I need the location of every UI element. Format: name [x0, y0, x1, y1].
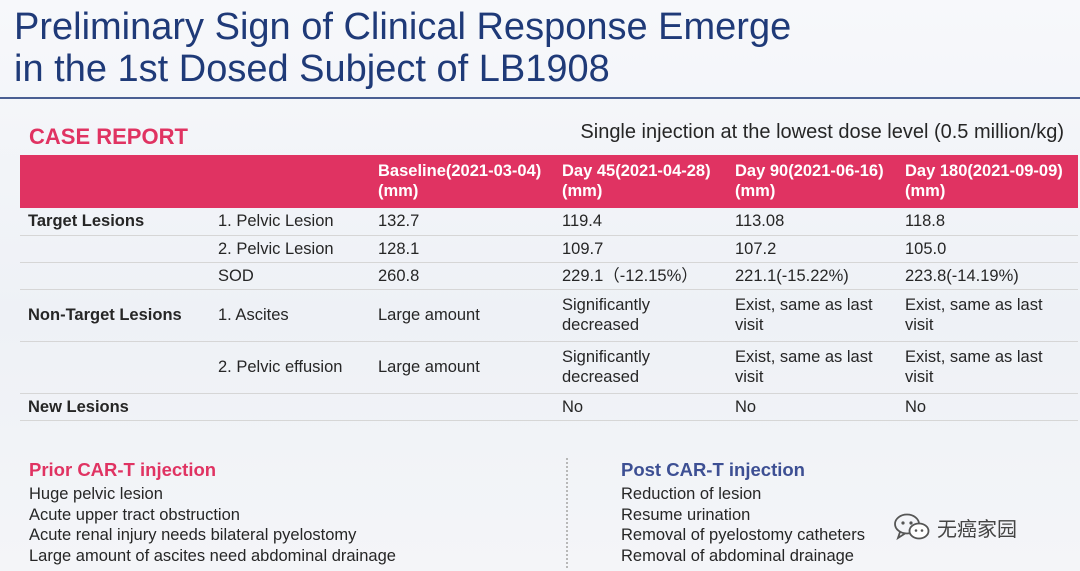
row-item: 1. Pelvic Lesion: [210, 208, 370, 236]
cell-day-90: Exist, same as last visit: [727, 289, 897, 342]
header-group: [20, 155, 210, 208]
slide-title: Preliminary Sign of Clinical Response Em…: [14, 6, 791, 90]
cell-day-180: Exist, same as last visit: [897, 289, 1078, 342]
header-day-90: Day 90(2021-06-16) (mm): [735, 162, 884, 200]
title-divider: [0, 97, 1080, 99]
cell-baseline: 260.8: [370, 262, 554, 290]
cell-baseline: [370, 393, 554, 421]
row-item: SOD: [210, 262, 370, 290]
table-header-row: Baseline(2021-03-04) (mm) Day 45(2021-04-…: [20, 155, 1078, 208]
prior-cart-panel: Prior CAR-T injection Huge pelvic lesion…: [29, 459, 396, 566]
list-item: Huge pelvic lesion: [29, 485, 163, 503]
row-item: 2. Pelvic effusion: [210, 341, 370, 394]
post-cart-panel: Post CAR-T injection Reduction of lesion…: [621, 459, 865, 566]
cell-day-45: No: [554, 393, 727, 421]
table-row: New Lesions No No No: [20, 393, 1078, 421]
list-item: Acute upper tract obstruction: [29, 505, 240, 524]
title-line-2: in the 1st Dosed Subject of LB1908: [14, 48, 610, 90]
list-item: Removal of abdominal drainage: [621, 546, 854, 565]
prior-cart-heading: Prior CAR-T injection: [29, 459, 217, 480]
row-item: [210, 393, 370, 421]
header-day-45: Day 45(2021-04-28) (mm): [562, 162, 711, 200]
row-group: [20, 262, 210, 290]
dose-subtitle: Single injection at the lowest dose leve…: [580, 121, 1064, 143]
row-item: 1. Ascites: [210, 289, 370, 342]
table-row: Target Lesions 1. Pelvic Lesion 132.7 11…: [20, 208, 1078, 236]
cell-day-180: 105.0: [897, 235, 1078, 263]
list-item: Removal of pyelostomy catheters: [621, 526, 865, 544]
header-baseline: Baseline(2021-03-04) (mm): [378, 162, 542, 200]
cell-baseline: Large amount: [370, 341, 554, 394]
row-group: New Lesions: [20, 393, 210, 421]
cell-day-45: 119.4: [554, 208, 727, 236]
cell-day-180: 223.8(-14.19%): [897, 262, 1078, 290]
list-item: Reduction of lesion: [621, 485, 762, 503]
table-row: 2. Pelvic Lesion 128.1 109.7 107.2 105.0: [20, 235, 1078, 263]
lesion-table: Baseline(2021-03-04) (mm) Day 45(2021-04-…: [20, 155, 1078, 421]
row-group: Target Lesions: [20, 208, 210, 236]
post-cart-list: Reduction of lesion Resume urination Rem…: [621, 484, 865, 566]
cell-day-180: Exist, same as last visit: [897, 341, 1078, 394]
cell-day-45: 109.7: [554, 235, 727, 263]
cell-baseline: 128.1: [370, 235, 554, 263]
row-group: [20, 235, 210, 263]
list-item: Acute renal injury needs bilateral pyelo…: [29, 526, 357, 544]
cell-day-45: 229.1（-12.15%）: [554, 262, 727, 290]
table-row: SOD 260.8 229.1（-12.15%） 221.1(-15.22%) …: [20, 262, 1078, 290]
table-row: 2. Pelvic effusion Large amount Signific…: [20, 341, 1078, 394]
title-line-1: Preliminary Sign of Clinical Response Em…: [14, 6, 792, 48]
watermark-text: 无癌家园: [937, 518, 1017, 541]
header-item: [210, 155, 370, 208]
cell-day-180: No: [897, 393, 1078, 421]
cell-day-90: Exist, same as last visit: [727, 341, 897, 394]
case-report-heading: CASE REPORT: [29, 124, 188, 149]
header-day-180: Day 180(2021-09-09) (mm): [905, 162, 1063, 200]
cell-day-90: 113.08: [727, 208, 897, 236]
row-group: Non-Target Lesions: [20, 289, 210, 342]
prior-cart-list: Huge pelvic lesion Acute upper tract obs…: [29, 484, 396, 566]
cell-day-90: 107.2: [727, 235, 897, 263]
cell-day-90: No: [727, 393, 897, 421]
cell-baseline: 132.7: [370, 208, 554, 236]
post-cart-heading: Post CAR-T injection: [621, 459, 805, 480]
list-item: Resume urination: [621, 505, 751, 524]
row-item: 2. Pelvic Lesion: [210, 235, 370, 263]
cell-day-45: Significantly decreased: [554, 341, 727, 394]
table-row: Non-Target Lesions 1. Ascites Large amou…: [20, 289, 1078, 342]
row-group: [20, 341, 210, 394]
cell-baseline: Large amount: [370, 289, 554, 342]
wechat-icon: [894, 513, 930, 541]
panel-divider: [566, 458, 568, 568]
list-item: Large amount of ascites need abdominal d…: [29, 546, 396, 565]
watermark: 无癌家园: [893, 512, 1017, 542]
cell-day-180: 118.8: [897, 208, 1078, 236]
cell-day-90: 221.1(-15.22%): [727, 262, 897, 290]
cell-day-45: Significantly decreased: [554, 289, 727, 342]
